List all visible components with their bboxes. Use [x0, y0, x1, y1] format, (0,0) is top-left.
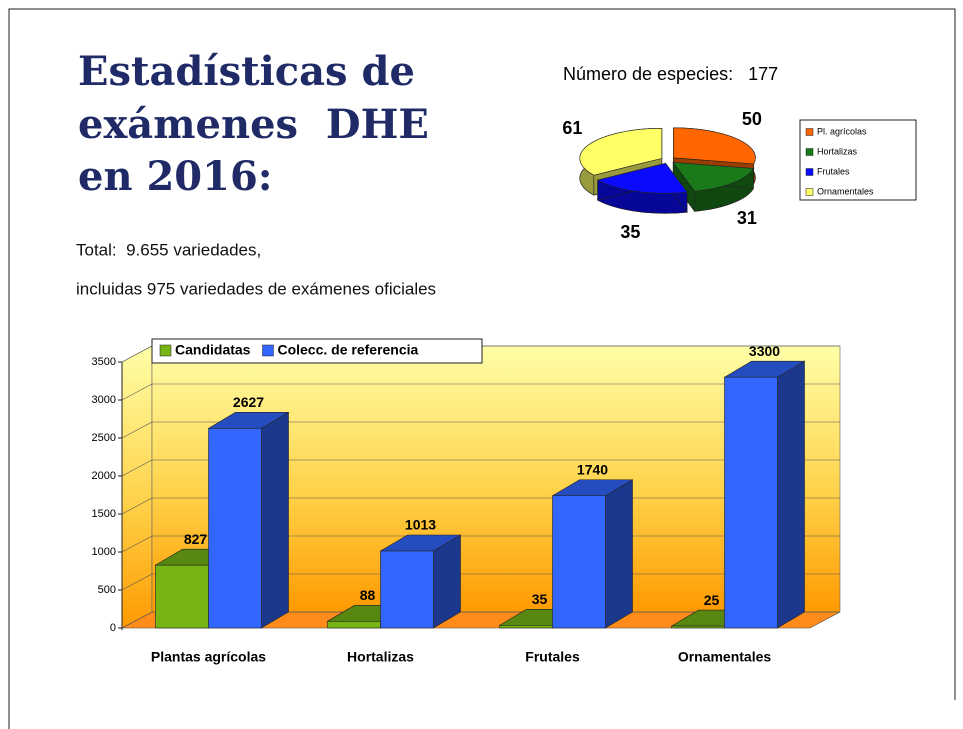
legend-swatch	[805, 148, 814, 156]
grid-line	[121, 383, 153, 401]
bar	[499, 625, 553, 629]
legend-swatch	[159, 344, 172, 357]
grid-line	[121, 611, 153, 629]
bar	[552, 495, 606, 629]
pie-slice	[673, 127, 756, 165]
legend-label: Pl. agrícolas	[817, 126, 867, 136]
y-tick-label: 3000	[92, 394, 116, 406]
grid-line	[121, 459, 153, 477]
y-tick-label: 2500	[92, 432, 116, 444]
x-tick-label: Hortalizas	[347, 649, 414, 665]
data-label: 1013	[405, 517, 436, 533]
data-label: 2627	[233, 394, 264, 410]
bar	[380, 550, 434, 629]
y-tick-label: 2000	[92, 470, 116, 482]
data-label: 1740	[577, 461, 608, 477]
pie-title: Número de especies: 177	[563, 64, 778, 84]
pie-legend	[799, 119, 917, 201]
bar-side	[261, 411, 289, 629]
legend-label: Frutales	[817, 166, 850, 176]
title: en 2016:	[78, 153, 273, 200]
y-tick-label: 1000	[92, 546, 116, 558]
legend-label: Ornamentales	[817, 186, 874, 196]
side-wall	[121, 345, 153, 629]
x-tick-label: Frutales	[525, 649, 580, 665]
data-label: 31	[737, 208, 757, 228]
data-label: 35	[620, 222, 640, 242]
grid-line	[121, 497, 153, 515]
y-tick-label: 3500	[92, 356, 116, 368]
bar	[327, 621, 381, 629]
y-tick-label: 0	[110, 622, 116, 634]
bar	[671, 625, 725, 629]
grid-line	[121, 535, 153, 553]
data-label: 88	[360, 587, 376, 603]
pie-slice	[672, 162, 754, 192]
data-label: 25	[704, 592, 720, 608]
y-tick-label: 500	[98, 584, 116, 596]
legend	[151, 338, 483, 364]
data-label: 50	[742, 109, 762, 129]
x-tick-label: Plantas agrícolas	[151, 649, 266, 665]
legend-label: Colecc. de referencia	[277, 342, 418, 358]
data-label: 3300	[749, 343, 780, 359]
pie-slice	[596, 162, 688, 194]
x-tick-label: Ornamentales	[678, 649, 772, 665]
legend-label: Hortalizas	[817, 146, 858, 156]
legend-swatch	[262, 344, 274, 357]
legend-swatch	[805, 168, 814, 176]
text: incluidas 975 variedades de exámenes ofi…	[76, 279, 436, 298]
title: exámenes DHE	[78, 101, 429, 148]
bar	[724, 376, 778, 629]
bar-side	[777, 360, 805, 629]
slide-border	[8, 8, 956, 729]
pie-slice	[579, 128, 663, 176]
data-label: 61	[562, 118, 582, 138]
data-label: 827	[184, 531, 208, 547]
bar	[208, 428, 262, 629]
legend-swatch	[805, 128, 814, 136]
data-label: 35	[532, 591, 548, 607]
grid-line	[121, 421, 153, 439]
title: Estadísticas de	[78, 48, 415, 95]
legend-swatch	[805, 188, 814, 196]
grid-line	[121, 573, 153, 591]
legend-label: Candidatas	[175, 342, 251, 358]
grid-line	[121, 345, 153, 363]
bar	[155, 564, 209, 629]
y-tick-label: 1500	[92, 508, 116, 520]
bar-side	[605, 479, 633, 629]
text: Total: 9.655 variedades,	[76, 240, 261, 259]
